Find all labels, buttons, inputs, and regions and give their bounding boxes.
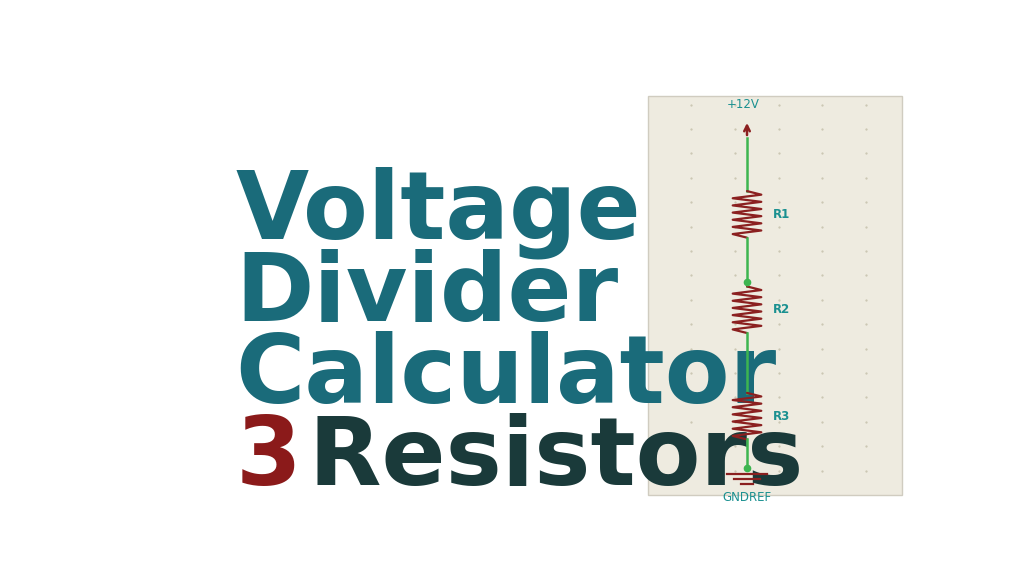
Text: Divider: Divider (236, 249, 618, 341)
Text: R1: R1 (772, 208, 790, 221)
Text: 3: 3 (236, 413, 301, 505)
Text: R3: R3 (772, 410, 790, 423)
Text: GNDREF: GNDREF (723, 491, 771, 505)
Text: Voltage: Voltage (236, 166, 641, 259)
Text: +12V: +12V (727, 98, 760, 111)
FancyBboxPatch shape (648, 96, 902, 495)
Text: R2: R2 (772, 303, 790, 316)
Text: Calculator: Calculator (236, 331, 776, 423)
Text: Resistors: Resistors (276, 413, 804, 505)
